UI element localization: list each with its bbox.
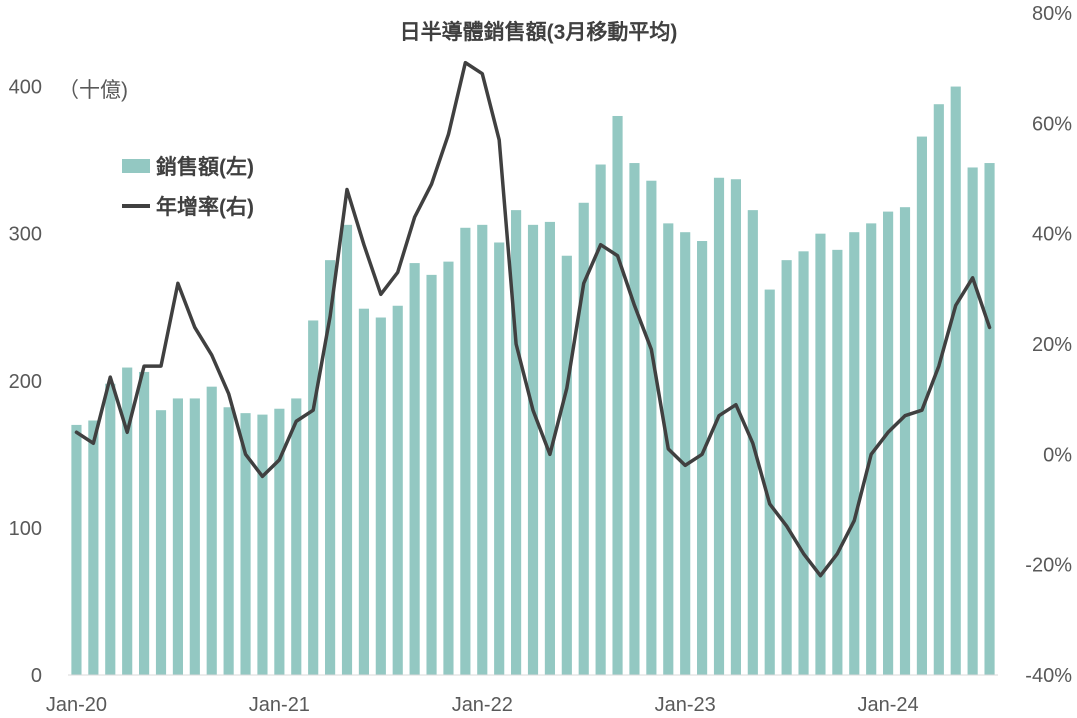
bar-2024-01 bbox=[883, 211, 894, 675]
bar-2021-01 bbox=[274, 408, 285, 675]
bar-2021-05 bbox=[341, 224, 353, 675]
right-tick-label: 0% bbox=[1043, 444, 1072, 466]
bar-2020-06 bbox=[155, 410, 167, 675]
left-tick-label: 200 bbox=[9, 371, 42, 393]
left-axis-unit-label: （十億) bbox=[58, 79, 128, 102]
bar-2020-09 bbox=[206, 386, 217, 675]
right-tick-label: 80% bbox=[1032, 3, 1072, 25]
right-axis-ticks: -40% -20% 0% 20% 40% 60% 80% bbox=[1025, 3, 1072, 687]
bar-2022-11 bbox=[646, 180, 657, 675]
right-tick-label: -40% bbox=[1025, 665, 1072, 687]
bar-2023-12 bbox=[866, 223, 877, 675]
left-axis-ticks: 0 100 200 300 400 bbox=[9, 77, 42, 687]
legend-line-swatch bbox=[122, 204, 150, 208]
right-tick-label: -20% bbox=[1025, 555, 1072, 577]
x-tick-label: Jan-24 bbox=[858, 694, 919, 716]
bar-2023-08 bbox=[798, 251, 809, 675]
bar-2020-07 bbox=[172, 398, 183, 675]
bar-2022-08 bbox=[595, 164, 606, 675]
bar-2022-09 bbox=[612, 115, 623, 676]
bar-2023-04 bbox=[730, 179, 741, 676]
legend-bar-swatch bbox=[122, 159, 150, 173]
bar-2023-09 bbox=[815, 233, 826, 676]
bar-2020-11 bbox=[240, 413, 251, 675]
bar-2020-05 bbox=[139, 371, 150, 675]
bar-2020-02 bbox=[88, 420, 99, 675]
bar-2021-10 bbox=[426, 274, 437, 675]
left-tick-label: 0 bbox=[31, 665, 42, 687]
legend-item-bar: 銷售額(左) bbox=[122, 146, 254, 186]
right-tick-label: 20% bbox=[1032, 334, 1072, 356]
bar-2021-12 bbox=[460, 227, 471, 675]
line-series bbox=[74, 60, 992, 578]
x-tick-label: Jan-20 bbox=[46, 694, 107, 716]
bar-2024-04 bbox=[933, 104, 944, 675]
x-tick-label: Jan-23 bbox=[655, 694, 716, 716]
x-tick-label: Jan-21 bbox=[249, 694, 310, 716]
left-tick-label: 400 bbox=[9, 77, 42, 99]
bar-2023-07 bbox=[781, 260, 792, 675]
bar-2023-03 bbox=[713, 177, 725, 675]
bar-2023-02 bbox=[697, 241, 708, 675]
x-axis-ticks: Jan-20 Jan-21 Jan-22 Jan-23 Jan-24 bbox=[46, 694, 919, 716]
bar-2020-08 bbox=[189, 398, 200, 675]
bar-2023-11 bbox=[849, 232, 860, 675]
legend-line-label: 年增率(右) bbox=[156, 196, 254, 219]
left-tick-label: 100 bbox=[9, 518, 42, 540]
bar-2020-12 bbox=[257, 414, 268, 675]
legend: 銷售額(左) 年增率(右) bbox=[122, 146, 254, 226]
bar-2024-05 bbox=[950, 86, 961, 675]
bar-2022-02 bbox=[494, 242, 505, 676]
bar-2021-03 bbox=[308, 320, 319, 675]
bar-2024-06 bbox=[967, 167, 978, 675]
bar-2022-04 bbox=[527, 224, 539, 675]
bar-2023-10 bbox=[832, 249, 843, 675]
bar-2023-06 bbox=[764, 289, 775, 675]
bar-2023-01 bbox=[680, 232, 691, 675]
bar-2021-04 bbox=[325, 260, 336, 675]
legend-item-line: 年增率(右) bbox=[122, 186, 254, 226]
bar-2021-11 bbox=[443, 261, 454, 675]
x-tick-label: Jan-22 bbox=[452, 694, 513, 716]
bar-2020-04 bbox=[122, 367, 133, 675]
bar-2022-03 bbox=[511, 210, 522, 675]
chart-title: 日半導體銷售額(3月移動平均) bbox=[399, 21, 678, 44]
bar-2022-01 bbox=[477, 224, 488, 675]
right-tick-label: 60% bbox=[1032, 113, 1072, 135]
bar-2022-10 bbox=[629, 163, 640, 676]
bar-2021-07 bbox=[375, 317, 386, 675]
right-tick-label: 40% bbox=[1032, 224, 1072, 246]
bar-2021-09 bbox=[409, 263, 420, 675]
bar-2020-01 bbox=[71, 424, 82, 675]
left-tick-label: 300 bbox=[9, 224, 42, 246]
bar-2020-03 bbox=[105, 383, 116, 675]
bar-2024-07 bbox=[984, 163, 995, 676]
bar-2022-07 bbox=[578, 202, 589, 675]
legend-bar-label: 銷售額(左) bbox=[156, 156, 254, 179]
bar-2020-10 bbox=[223, 407, 234, 675]
bar-2024-02 bbox=[899, 207, 911, 675]
bar-2021-06 bbox=[358, 308, 369, 675]
bar-2022-06 bbox=[561, 255, 572, 676]
bar-2021-02 bbox=[291, 398, 302, 675]
bar-2021-08 bbox=[392, 305, 403, 675]
